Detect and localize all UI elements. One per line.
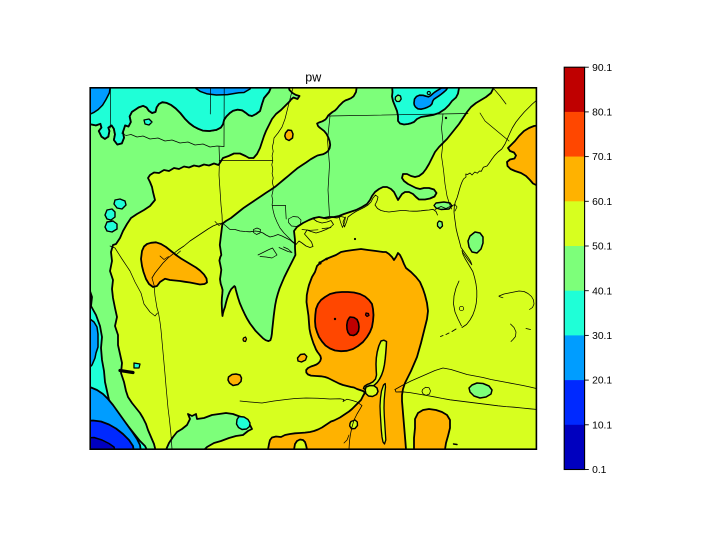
svg-text:0.1: 0.1 xyxy=(592,465,607,476)
svg-text:30.1: 30.1 xyxy=(592,331,612,342)
svg-text:90.1: 90.1 xyxy=(592,63,612,74)
svg-text:60.1: 60.1 xyxy=(592,197,612,208)
svg-text:40.1: 40.1 xyxy=(592,286,612,297)
svg-text:80.1: 80.1 xyxy=(592,108,612,119)
svg-text:10.1: 10.1 xyxy=(592,420,612,431)
svg-text:70.1: 70.1 xyxy=(592,152,612,163)
svg-text:20.1: 20.1 xyxy=(592,376,612,387)
svg-text:50.1: 50.1 xyxy=(592,242,612,253)
svg-text:pw: pw xyxy=(305,71,322,85)
